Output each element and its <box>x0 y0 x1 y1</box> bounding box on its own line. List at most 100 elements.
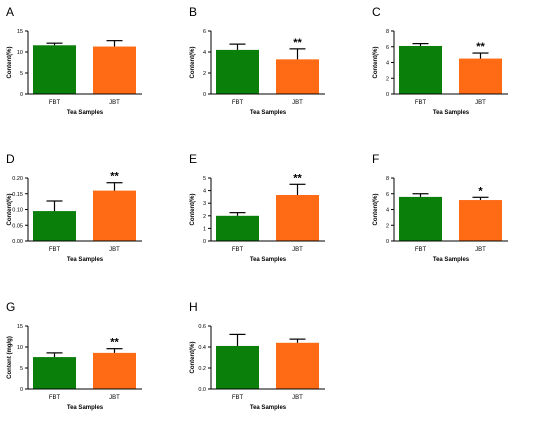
y-tick-label: 6 <box>386 45 389 51</box>
y-tick-label: 4 <box>203 189 206 195</box>
y-tick-label: 0 <box>203 239 206 245</box>
x-axis-title: Tea Samples <box>433 110 470 116</box>
significance-mark: ** <box>110 337 119 349</box>
x-tick-label: JBT <box>475 100 486 106</box>
y-axis-title: Content(%) <box>373 47 379 79</box>
y-tick-label: 4 <box>203 50 206 56</box>
x-tick-label: FBT <box>415 247 427 253</box>
x-tick-label: FBT <box>49 247 61 253</box>
x-tick-label: JBT <box>109 247 120 253</box>
significance-mark: ** <box>293 172 302 184</box>
chart-panel-a: A FBT JBT 0 5 10 15 Tea Samples Content(%) <box>6 5 142 116</box>
y-axis-title: Content (mg/g) <box>7 336 13 379</box>
x-tick-label: FBT <box>232 247 244 253</box>
x-tick-label: FBT <box>49 395 61 401</box>
panel-letter: C <box>372 5 381 19</box>
significance-mark: ** <box>110 171 119 183</box>
chart-panel-f: F FBT * JBT 0 2 4 6 8 Tea Samples Content(%) <box>372 152 508 263</box>
y-axis-title: Content(%) <box>190 47 196 79</box>
bar-jbt <box>459 58 502 94</box>
bar-jbt <box>93 190 136 241</box>
y-axis-title: Content(%) <box>7 47 13 79</box>
bar-fbt <box>216 215 259 241</box>
chart-panel-h: H FBT JBT 0.0 0.2 0.4 0.6 Tea Samples Content(%) <box>189 300 325 411</box>
significance-mark: * <box>478 185 483 197</box>
bar-fbt <box>216 345 259 389</box>
x-tick-label: JBT <box>292 395 303 401</box>
x-tick-label: FBT <box>232 395 244 401</box>
y-tick-label: 6 <box>203 29 206 35</box>
panel-letter: G <box>6 300 15 314</box>
y-tick-label: 0.6 <box>198 324 206 330</box>
x-tick-label: JBT <box>292 100 303 106</box>
y-tick-label: 0.05 <box>12 223 23 229</box>
y-tick-label: 0.0 <box>198 387 206 393</box>
x-tick-label: JBT <box>109 100 120 106</box>
x-tick-label: FBT <box>49 100 61 106</box>
panel-letter: E <box>189 152 197 166</box>
chart-panel-d: D FBT ** JBT 0.00 0.05 0.10 0.15 0.20 Tea Samples… <box>6 152 142 263</box>
x-tick-label: FBT <box>232 100 244 106</box>
panel-letter: B <box>189 5 197 19</box>
y-tick-label: 5 <box>20 366 23 372</box>
y-axis-title: Content(%) <box>7 194 13 226</box>
panel-letter: A <box>6 5 14 19</box>
y-axis-title: Content(%) <box>190 342 196 374</box>
bar-fbt <box>399 196 442 241</box>
bar-jbt <box>459 200 502 241</box>
panel-letter: H <box>189 300 198 314</box>
y-tick-label: 1 <box>203 226 206 232</box>
x-tick-label: JBT <box>109 395 120 401</box>
y-tick-label: 2 <box>386 223 389 229</box>
y-tick-label: 6 <box>386 192 389 198</box>
chart-panel-c: C FBT ** JBT 0 2 4 6 8 Tea Samples Content(%) <box>372 5 508 116</box>
bar-fbt <box>399 45 442 94</box>
bar-jbt <box>93 352 136 389</box>
y-tick-label: 2 <box>386 76 389 82</box>
bar-jbt <box>276 59 319 94</box>
y-tick-label: 2 <box>203 214 206 220</box>
y-axis-title: Content(%) <box>373 194 379 226</box>
y-tick-label: 5 <box>203 176 206 182</box>
y-tick-label: 0 <box>20 92 23 98</box>
y-tick-label: 8 <box>386 29 389 35</box>
y-tick-label: 0.10 <box>12 208 23 214</box>
significance-mark: ** <box>293 37 302 49</box>
x-axis-title: Tea Samples <box>250 405 287 411</box>
y-tick-label: 10 <box>17 50 23 56</box>
x-axis-title: Tea Samples <box>250 110 287 116</box>
x-axis-title: Tea Samples <box>433 257 470 263</box>
bar-fbt <box>33 45 76 94</box>
bar-jbt <box>276 195 319 241</box>
panel-letter: D <box>6 152 15 166</box>
x-axis-title: Tea Samples <box>67 257 104 263</box>
y-tick-label: 0.15 <box>12 192 23 198</box>
chart-panel-e: E FBT ** JBT 0 1 2 3 4 5 Tea Samples Content(%) <box>189 152 325 263</box>
y-tick-label: 0.4 <box>198 345 206 351</box>
y-tick-label: 0.00 <box>12 239 23 245</box>
y-tick-label: 15 <box>17 29 23 35</box>
y-tick-label: 5 <box>20 71 23 77</box>
y-tick-label: 10 <box>17 345 23 351</box>
x-tick-label: FBT <box>415 100 427 106</box>
x-tick-label: JBT <box>475 247 486 253</box>
chart-panel-g: G FBT ** JBT 0 5 10 15 Tea Samples Content (mg/g) <box>6 300 142 411</box>
y-tick-label: 8 <box>386 176 389 182</box>
bar-jbt <box>276 342 319 389</box>
bar-fbt <box>216 49 259 94</box>
x-axis-title: Tea Samples <box>250 257 287 263</box>
y-tick-label: 0.2 <box>198 366 206 372</box>
bar-fbt <box>33 211 76 241</box>
y-tick-label: 4 <box>386 208 389 214</box>
bar-jbt <box>93 46 136 94</box>
y-tick-label: 0 <box>386 92 389 98</box>
y-tick-label: 0 <box>386 239 389 245</box>
x-axis-title: Tea Samples <box>67 110 104 116</box>
y-tick-label: 4 <box>386 61 389 67</box>
panel-letter: F <box>372 152 379 166</box>
significance-mark: ** <box>476 41 485 53</box>
x-axis-title: Tea Samples <box>67 405 104 411</box>
y-tick-label: 0.20 <box>12 176 23 182</box>
